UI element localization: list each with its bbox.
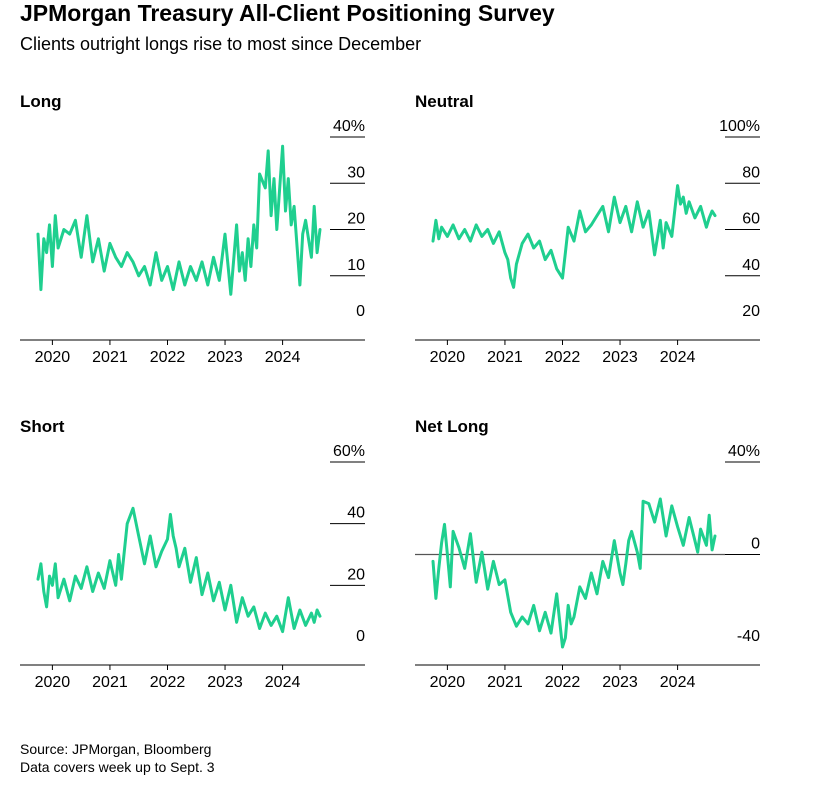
x-tick-label: 2020 [430,349,466,366]
x-tick-label: 2020 [35,349,71,366]
x-tick-label: 2024 [265,674,301,691]
panel-title: Neutral [415,92,474,111]
x-tick-label: 2022 [545,674,581,691]
y-tick-label: 40 [347,505,365,522]
y-tick-label: 0 [356,303,365,320]
x-tick-label: 2022 [150,674,186,691]
chart-svg: 60% 40 20 0 2020 2021 2022 2023 2024 [20,443,365,691]
x-tick-label: 2023 [207,674,243,691]
x-tick-label: 2023 [602,349,638,366]
source-text: Source: JPMorgan, Bloomberg [20,741,212,757]
y-tick-label: 40% [333,118,365,135]
x-tick-label: 2023 [602,674,638,691]
source-note: Source: JPMorgan, Bloomberg Data covers … [20,740,215,776]
y-tick-label: 30 [347,164,365,181]
chart-subtitle: Clients outright longs rise to most sinc… [20,34,422,54]
y-tick-label: 10 [347,257,365,274]
x-tick-label: 2021 [487,349,523,366]
series-line [36,506,322,634]
y-tick-label: 60% [333,443,365,460]
x-tick-label: 2024 [660,349,696,366]
y-tick-label: 40 [742,257,760,274]
y-tick-label: 20 [347,566,365,583]
series-line [431,184,717,289]
panel-title: Net Long [415,417,489,436]
data-coverage-text: Data covers week up to Sept. 3 [20,759,215,775]
series-line [431,497,717,649]
x-tick-label: 2023 [207,349,243,366]
panel-title: Short [20,417,65,436]
panel-net-long: 40% 0 -40 2020 2021 2022 2023 2024 Net Long [415,417,810,717]
x-tick-label: 2022 [150,349,186,366]
y-tick-label: 0 [356,628,365,645]
chart-title: JPMorgan Treasury All-Client Positioning… [20,0,555,26]
panel-short: 60% 40 20 0 2020 2021 2022 2023 2024 Short [20,417,415,717]
x-tick-label: 2021 [487,674,523,691]
y-tick-label: -40 [737,628,760,645]
x-tick-label: 2021 [92,349,128,366]
x-tick-label: 2021 [92,674,128,691]
panel-title: Long [20,92,62,111]
x-tick-label: 2020 [430,674,466,691]
y-tick-label: 40% [728,443,760,460]
x-tick-label: 2020 [35,674,71,691]
chart-svg: 40% 30 20 10 0 2020 2021 2022 2023 2024 [20,118,365,366]
x-tick-label: 2022 [545,349,581,366]
x-tick-label: 2024 [660,674,696,691]
series-line [36,144,322,296]
y-tick-label: 100% [719,118,760,135]
y-tick-label: 20 [347,211,365,228]
y-tick-label: 0 [751,536,760,553]
panel-neutral: 100% 80 60 40 20 2020 2021 2022 2023 2024 Neutral [415,92,810,392]
chart-svg: 40% 0 -40 2020 2021 2022 2023 2024 [415,443,760,691]
y-tick-label: 60 [742,211,760,228]
y-tick-label: 20 [742,303,760,320]
x-tick-label: 2024 [265,349,301,366]
panel-long: 40% 30 20 10 0 2020 2021 2022 2023 2024 Long [20,92,415,392]
y-tick-label: 80 [742,164,760,181]
